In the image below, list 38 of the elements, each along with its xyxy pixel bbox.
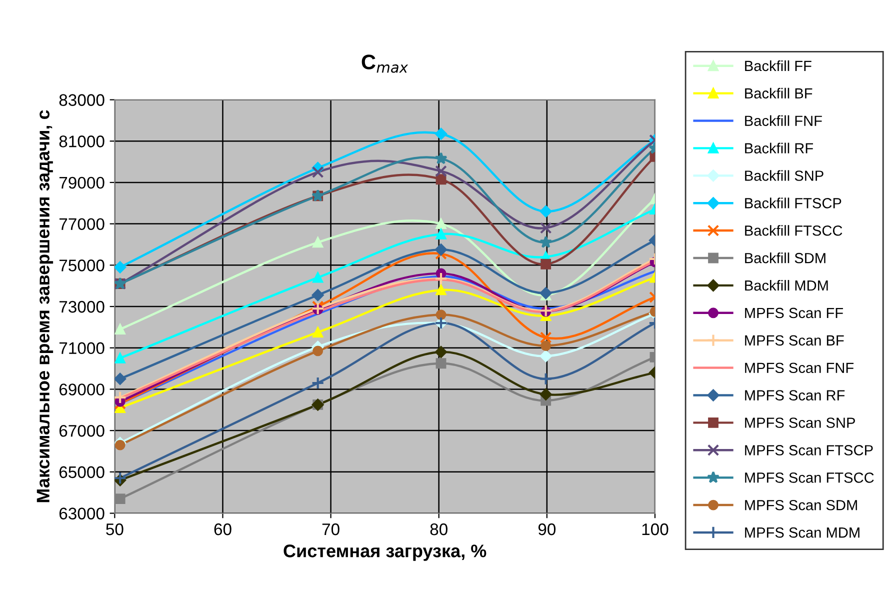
y-tick-label: 69000 bbox=[59, 384, 104, 396]
y-tick-label: 71000 bbox=[59, 342, 104, 354]
x-tick-label: 90 bbox=[538, 523, 556, 536]
y-tick-label: 75000 bbox=[59, 260, 104, 272]
legend-label: MPFS Scan BF bbox=[745, 335, 844, 346]
y-axis-title: Максимальное время завершения задачи, с bbox=[36, 110, 54, 502]
legend-label: Backfill FNF bbox=[745, 115, 822, 126]
y-tick-label: 81000 bbox=[59, 136, 104, 148]
legend-label: Backfill MDM bbox=[745, 280, 828, 291]
legend-label: MPFS Scan SDM bbox=[745, 500, 857, 510]
x-tick-label: 70 bbox=[322, 523, 340, 536]
y-tick-label: 77000 bbox=[59, 218, 104, 230]
legend-label: Backfill BF bbox=[745, 88, 812, 99]
legend-label: MPFS Scan MDM bbox=[745, 527, 860, 538]
y-tick-label: 63000 bbox=[59, 508, 104, 520]
legend-label: Backfill FF bbox=[745, 60, 812, 72]
y-tick-label: 79000 bbox=[59, 176, 104, 189]
legend-label: MPFS Scan FTSCC bbox=[745, 472, 874, 483]
x-tick-label: 80 bbox=[430, 523, 448, 536]
legend-label: Backfill SDM bbox=[745, 252, 826, 264]
y-tick-label: 67000 bbox=[59, 424, 104, 437]
y-tick-label: 83000 bbox=[59, 94, 104, 106]
chart-title: C$_{max}$ bbox=[362, 54, 408, 73]
legend-label: Backfill RF bbox=[745, 142, 813, 154]
x-tick-label: 50 bbox=[106, 523, 124, 536]
legend-label: Backfill FTSCC bbox=[745, 225, 842, 236]
x-axis-title: Системная загрузка, % bbox=[284, 544, 486, 561]
legend-label: MPFS Scan FTSCP bbox=[745, 445, 873, 456]
legend-label: MPFS Scan FNF bbox=[745, 362, 854, 374]
legend-label: MPFS Scan FF bbox=[745, 308, 843, 318]
legend-label: Backfill FTSCP bbox=[745, 198, 842, 208]
x-tick-label: 60 bbox=[214, 523, 232, 536]
legend-label: Backfill SNP bbox=[745, 170, 824, 181]
y-tick-label: 65000 bbox=[59, 466, 104, 478]
legend-label: MPFS Scan RF bbox=[745, 390, 845, 400]
legend-label: MPFS Scan SNP bbox=[745, 418, 855, 428]
x-tick-label: 100 bbox=[642, 523, 668, 536]
y-tick-label: 73000 bbox=[59, 300, 104, 313]
